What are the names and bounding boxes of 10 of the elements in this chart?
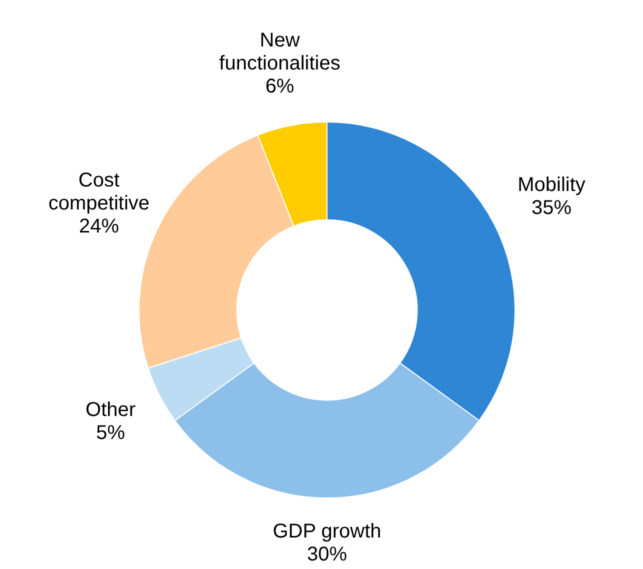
data-label: 5% — [96, 422, 126, 444]
slice-label: Cost competitive — [48, 170, 150, 215]
slice-label: Mobility — [518, 174, 586, 196]
data-label: 30% — [306, 544, 348, 566]
data-label: 6% — [265, 75, 294, 98]
slice-label: Other — [86, 398, 136, 421]
data-label: 35% — [532, 197, 572, 220]
slice-label: New functionalities — [219, 29, 340, 74]
data-label: 24% — [78, 216, 120, 238]
slice-label: GDP growth — [272, 520, 382, 542]
